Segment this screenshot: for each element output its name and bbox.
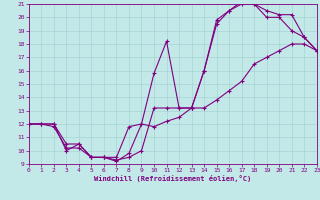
- X-axis label: Windchill (Refroidissement éolien,°C): Windchill (Refroidissement éolien,°C): [94, 175, 252, 182]
